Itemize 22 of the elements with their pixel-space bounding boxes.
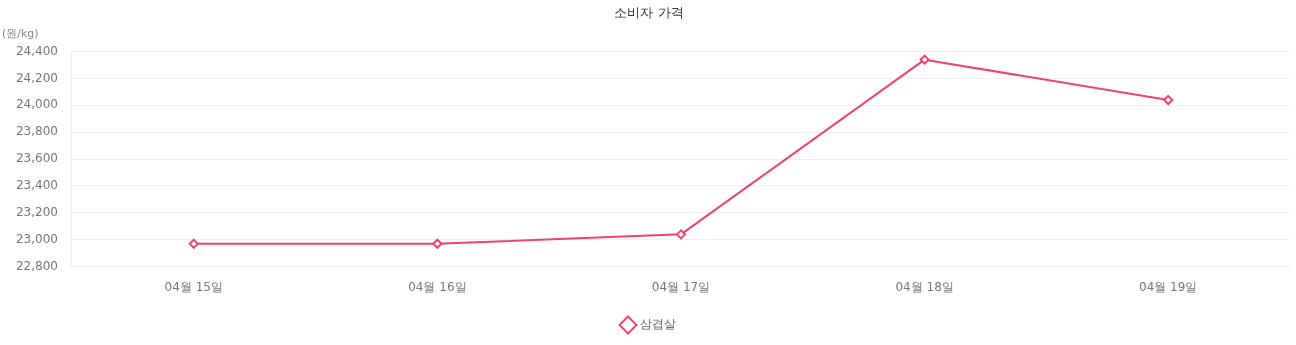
chart-title: 소비자 가격 (614, 5, 684, 21)
point (919, 54, 930, 65)
y-tick-label: 22,800 (15, 258, 58, 273)
y-tick-label: 23,600 (15, 151, 58, 166)
x-tick-label: 04월 18일 (895, 279, 954, 294)
point (432, 238, 443, 249)
x-tick-label: 04월 17일 (651, 279, 711, 294)
x-tick-label: 04월 16일 (408, 279, 467, 294)
point (675, 229, 686, 240)
y-tick-label: 24,200 (15, 70, 58, 85)
y-tick-label: 23,000 (15, 231, 58, 246)
y-tick-label: 23,200 (15, 204, 58, 219)
point (1163, 94, 1174, 105)
y-axis-title: (원/kg) (2, 26, 39, 40)
y-tick-label: 24,400 (15, 43, 58, 58)
y-tick-label: 24,000 (15, 97, 58, 112)
point (188, 238, 199, 249)
legend-label: 삼겹살 (640, 317, 676, 332)
x-tick-label: 04월 19일 (1139, 279, 1198, 294)
x-tick-label: 04월 15일 (164, 279, 223, 294)
y-tick-label: 23,400 (15, 178, 58, 193)
y-tick-label: 23,800 (15, 124, 58, 139)
